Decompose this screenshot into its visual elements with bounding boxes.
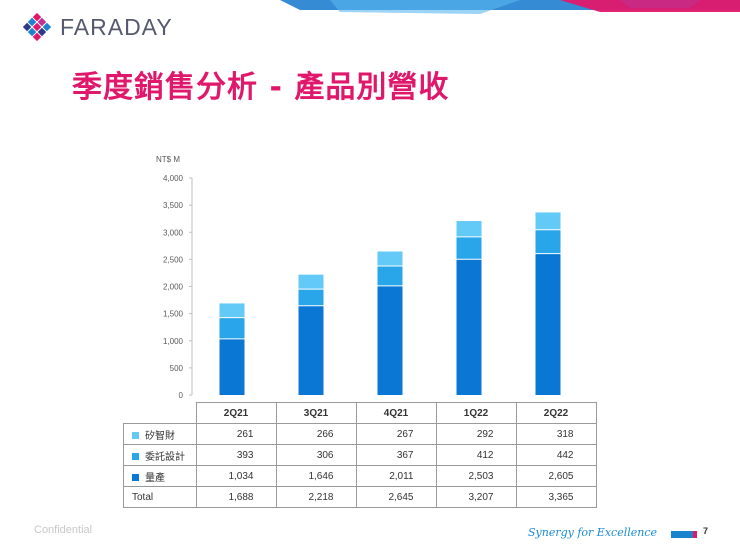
y-tick-label: 0 (179, 391, 184, 400)
table-cell: 2,645 (355, 486, 437, 508)
y-tick-label: 3,500 (163, 201, 184, 210)
column-header: 2Q22 (515, 402, 597, 424)
y-axis: 0 500 1,000 1,500 2,000 2,500 3,000 3,500 4,000 (163, 174, 193, 400)
bar-segment (456, 236, 482, 260)
logo-text: FARADAY (60, 13, 173, 40)
bar-segment (456, 259, 482, 395)
bar-segment (535, 212, 561, 230)
table-cell: 442 (515, 444, 597, 466)
table-cell: 2,503 (435, 465, 517, 487)
bar-segment (298, 289, 324, 306)
row-label: 量產 (123, 465, 197, 487)
table-corner (123, 402, 197, 424)
faraday-logo: FARADAY (22, 12, 173, 42)
bar-segment (377, 285, 403, 395)
bar-segment (456, 221, 482, 237)
page-title: 季度銷售分析 - 產品別營收 (72, 70, 450, 105)
column-header: 4Q21 (355, 402, 437, 424)
unit-label: NT$ M (156, 155, 180, 164)
table-cell: 318 (515, 423, 597, 445)
data-table: 2Q21 3Q21 4Q21 1Q22 2Q22 矽智財 261 266 267… (123, 402, 597, 508)
table-row: 矽智財 261 266 267 292 318 (123, 423, 597, 445)
y-tick-label: 2,000 (163, 283, 184, 292)
table-cell: 266 (275, 423, 357, 445)
y-tick-label: 3,000 (163, 228, 184, 237)
table-cell: 1,688 (195, 486, 277, 508)
bar-segment (535, 253, 561, 395)
bar-segment (298, 305, 324, 395)
legend-swatch-icon (132, 453, 139, 461)
table-cell: 412 (435, 444, 517, 466)
table-cell: 3,207 (435, 486, 517, 508)
table-row: 量產 1,034 1,646 2,011 2,503 2,605 (123, 465, 597, 487)
bar-segment (219, 338, 245, 395)
y-tick-label: 4,000 (163, 174, 184, 183)
slogan: Synergy for Excellence (528, 526, 658, 539)
y-tick-label: 1,000 (163, 337, 184, 346)
legend-swatch-icon (132, 474, 139, 482)
table-cell: 2,218 (275, 486, 357, 508)
faraday-logo-mark-icon (22, 12, 52, 42)
table-row-total: Total 1,688 2,218 2,645 3,207 3,365 (123, 486, 597, 508)
legend-swatch-icon (132, 432, 139, 440)
column-header: 1Q22 (435, 402, 517, 424)
footer-accent-bar (671, 531, 693, 538)
table-cell: 367 (355, 444, 437, 466)
row-label: 委託設計 (123, 444, 197, 466)
column-header: 3Q21 (275, 402, 357, 424)
page-number: 7 (703, 526, 709, 536)
row-label: Total (123, 486, 197, 508)
bar-segment (219, 303, 245, 318)
table-cell: 393 (195, 444, 277, 466)
y-tick-label: 500 (170, 364, 184, 373)
table-cell: 292 (435, 423, 517, 445)
table-cell: 3,365 (515, 486, 597, 508)
table-cell: 261 (195, 423, 277, 445)
row-label: 矽智財 (123, 423, 197, 445)
header-banner (280, 0, 740, 14)
bars (219, 212, 561, 395)
bar-segment (377, 265, 403, 286)
table-row: 委託設計 393 306 367 412 442 (123, 444, 597, 466)
table-cell: 306 (275, 444, 357, 466)
bar-segment (535, 229, 561, 254)
y-tick-label: 1,500 (163, 310, 184, 319)
table-cell: 1,034 (195, 465, 277, 487)
y-tick-label: 2,500 (163, 255, 184, 264)
table-cell: 2,605 (515, 465, 597, 487)
column-header: 2Q21 (195, 402, 277, 424)
bar-segment (377, 251, 403, 266)
table-cell: 267 (355, 423, 437, 445)
bar-segment (219, 317, 245, 339)
bar-segment (298, 274, 324, 290)
footer-accent-bar-pink (693, 531, 697, 538)
confidential-label: Confidential (34, 524, 93, 536)
table-cell: 1,646 (275, 465, 357, 487)
table-cell: 2,011 (355, 465, 437, 487)
table-header-row: 2Q21 3Q21 4Q21 1Q22 2Q22 (123, 402, 597, 424)
